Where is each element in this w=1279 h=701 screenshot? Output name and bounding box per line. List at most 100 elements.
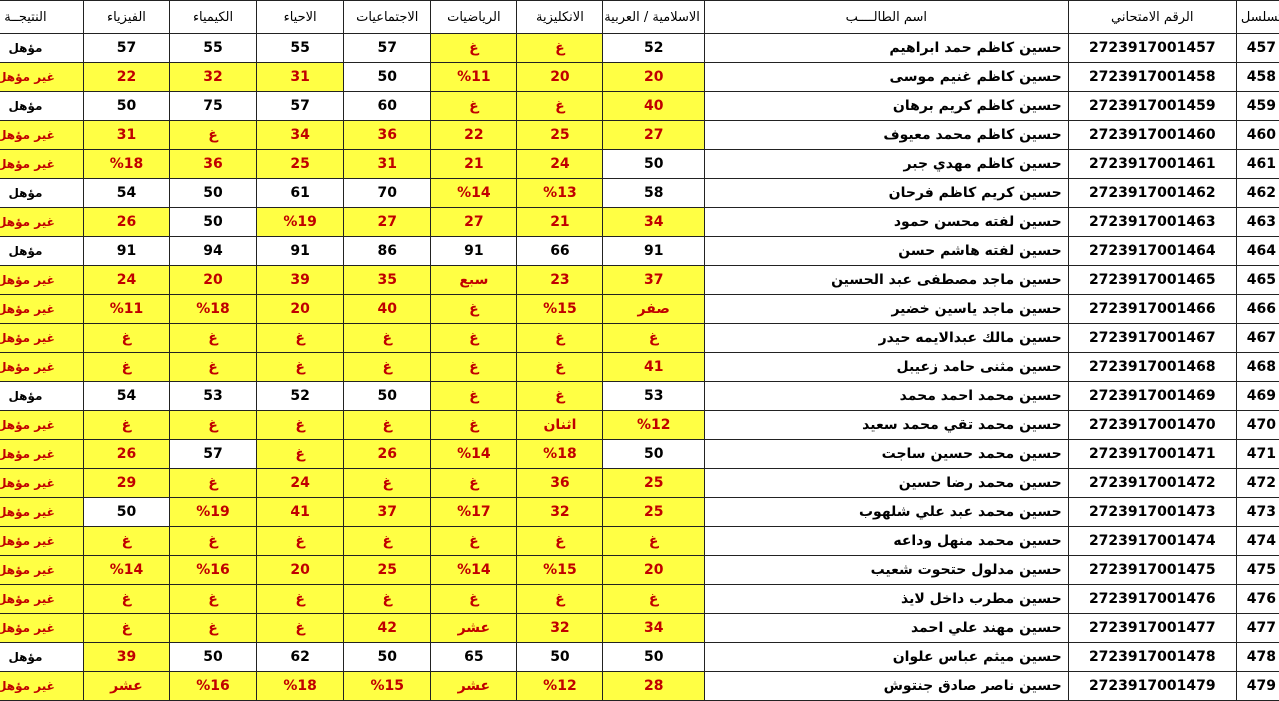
student-row: 464 2723917001464 حسين لفته هاشم حسن 91 66 91… (0, 236, 1279, 266)
result-cell: غير مؤهل (0, 120, 84, 150)
student-name-cell: حسين محمد احمد محمد (703, 381, 1069, 411)
student-name-cell: حسين مهند علي احمد (703, 613, 1069, 643)
exam-number-cell: 2723917001458 (1067, 62, 1237, 92)
serial-cell: 472 (1235, 468, 1279, 498)
result-cell: غير مؤهل (0, 265, 84, 295)
grade-cell: 32 (168, 62, 258, 92)
grade-cell: 62 (256, 642, 345, 672)
student-row: 479 2723917001479 حسين ناصر صادق جنتوش 28 %1… (0, 671, 1279, 701)
result-cell: مؤهل (0, 236, 84, 266)
grade-cell: 39 (256, 265, 345, 295)
grade-cell: 50 (168, 178, 258, 208)
exam-number-cell: 2723917001477 (1067, 613, 1237, 643)
column-header: الفيزياء (82, 0, 170, 34)
grade-cell: غ (430, 33, 518, 63)
grade-cell: 25 (602, 468, 705, 498)
grade-cell: 39 (82, 642, 170, 672)
grade-cell: 50 (168, 642, 258, 672)
student-row: 476 2723917001476 حسين مطرب داخل لايذ غ غ غ غ غ… (0, 584, 1279, 614)
exam-number-cell: 2723917001467 (1067, 323, 1237, 353)
grade-cell: غ (168, 584, 258, 614)
grade-cell: غ (343, 584, 432, 614)
grade-cell: 91 (82, 236, 170, 266)
student-name-cell: حسين كاظم كريم برهان (703, 91, 1069, 121)
grade-cell: 20 (168, 265, 258, 295)
exam-number-cell: 2723917001470 (1067, 410, 1237, 440)
grade-cell: 28 (602, 671, 705, 701)
student-name-cell: حسين محمد تقي محمد سعيد (703, 410, 1069, 440)
student-row: 471 2723917001471 حسين محمد حسين ساجت 50 %18… (0, 439, 1279, 469)
grade-cell: غ (82, 323, 170, 353)
grade-cell: 34 (256, 120, 345, 150)
result-cell: غير مؤهل (0, 410, 84, 440)
column-header: تسلسل (1235, 0, 1279, 34)
grade-cell: 54 (82, 178, 170, 208)
grade-cell: عشر (430, 671, 518, 701)
grade-cell: غ (430, 526, 518, 556)
grade-cell: %19 (256, 207, 345, 237)
exam-number-cell: 2723917001469 (1067, 381, 1237, 411)
exam-number-cell: 2723917001472 (1067, 468, 1237, 498)
grade-cell: غ (168, 410, 258, 440)
serial-cell: 462 (1235, 178, 1279, 208)
grade-cell: غ (82, 584, 170, 614)
grade-cell: 21 (430, 149, 518, 179)
grade-cell: 29 (82, 468, 170, 498)
grade-cell: 52 (602, 33, 705, 63)
grade-cell: %14 (430, 178, 518, 208)
result-cell: غير مؤهل (0, 62, 84, 92)
column-header: الاسلامية / العربية (602, 0, 705, 34)
grade-cell: غ (82, 352, 170, 382)
grade-cell: غ (343, 410, 432, 440)
grade-cell: 36 (168, 149, 258, 179)
result-cell: مؤهل (0, 381, 84, 411)
grade-cell: غ (168, 468, 258, 498)
grade-cell: غ (516, 584, 604, 614)
grade-cell: 26 (82, 439, 170, 469)
grade-cell: 65 (430, 642, 518, 672)
column-header: الاحياء (256, 0, 345, 34)
grade-cell: %15 (516, 555, 604, 585)
student-name-cell: حسين مطرب داخل لايذ (703, 584, 1069, 614)
grade-cell: 26 (343, 439, 432, 469)
student-row: 474 2723917001474 حسين محمد منهل وداعه غ غ غ غ… (0, 526, 1279, 556)
grade-cell: 24 (516, 149, 604, 179)
column-header: الرياضيات (430, 0, 518, 34)
exam-number-cell: 2723917001471 (1067, 439, 1237, 469)
exam-number-cell: 2723917001462 (1067, 178, 1237, 208)
student-row: 468 2723917001468 حسين مثنى حامد زعيبل 41 غ غ… (0, 352, 1279, 382)
column-header: الكيمياء (168, 0, 258, 34)
grade-cell: 25 (343, 555, 432, 585)
student-name-cell: حسين مثنى حامد زعيبل (703, 352, 1069, 382)
column-header: الاجتماعيات (343, 0, 432, 34)
grade-cell: 55 (256, 33, 345, 63)
student-row: 472 2723917001472 حسين محمد رضا حسين 25 36 غ غ… (0, 468, 1279, 498)
grade-cell: 50 (516, 642, 604, 672)
column-header: النتيجــة (0, 0, 84, 34)
grade-cell: 50 (82, 497, 170, 527)
grade-cell: 42 (343, 613, 432, 643)
serial-cell: 464 (1235, 236, 1279, 266)
grade-cell: 40 (602, 91, 705, 121)
student-row: 478 2723917001478 حسين ميثم عباس علوان 50 50… (0, 642, 1279, 672)
grade-cell: 57 (82, 33, 170, 63)
grade-cell: 86 (343, 236, 432, 266)
grade-cell: عشر (430, 613, 518, 643)
grade-cell: 22 (82, 62, 170, 92)
grade-cell: 91 (256, 236, 345, 266)
grade-cell: 27 (343, 207, 432, 237)
serial-cell: 477 (1235, 613, 1279, 643)
grade-cell: 20 (602, 62, 705, 92)
grade-cell: %18 (256, 671, 345, 701)
header-row: تسلسل الرقم الامتحاني اسم الطالــــب الاسلا… (0, 0, 1279, 34)
grade-cell: 24 (82, 265, 170, 295)
grade-cell: 32 (516, 497, 604, 527)
grade-cell: غ (168, 613, 258, 643)
grade-cell: غ (602, 323, 705, 353)
student-name-cell: حسين محمد رضا حسين (703, 468, 1069, 498)
student-row: 462 2723917001462 حسين كريم كاظم فرحان 58 %1… (0, 178, 1279, 208)
grade-cell: %11 (430, 62, 518, 92)
exam-number-cell: 2723917001465 (1067, 265, 1237, 295)
result-cell: مؤهل (0, 178, 84, 208)
